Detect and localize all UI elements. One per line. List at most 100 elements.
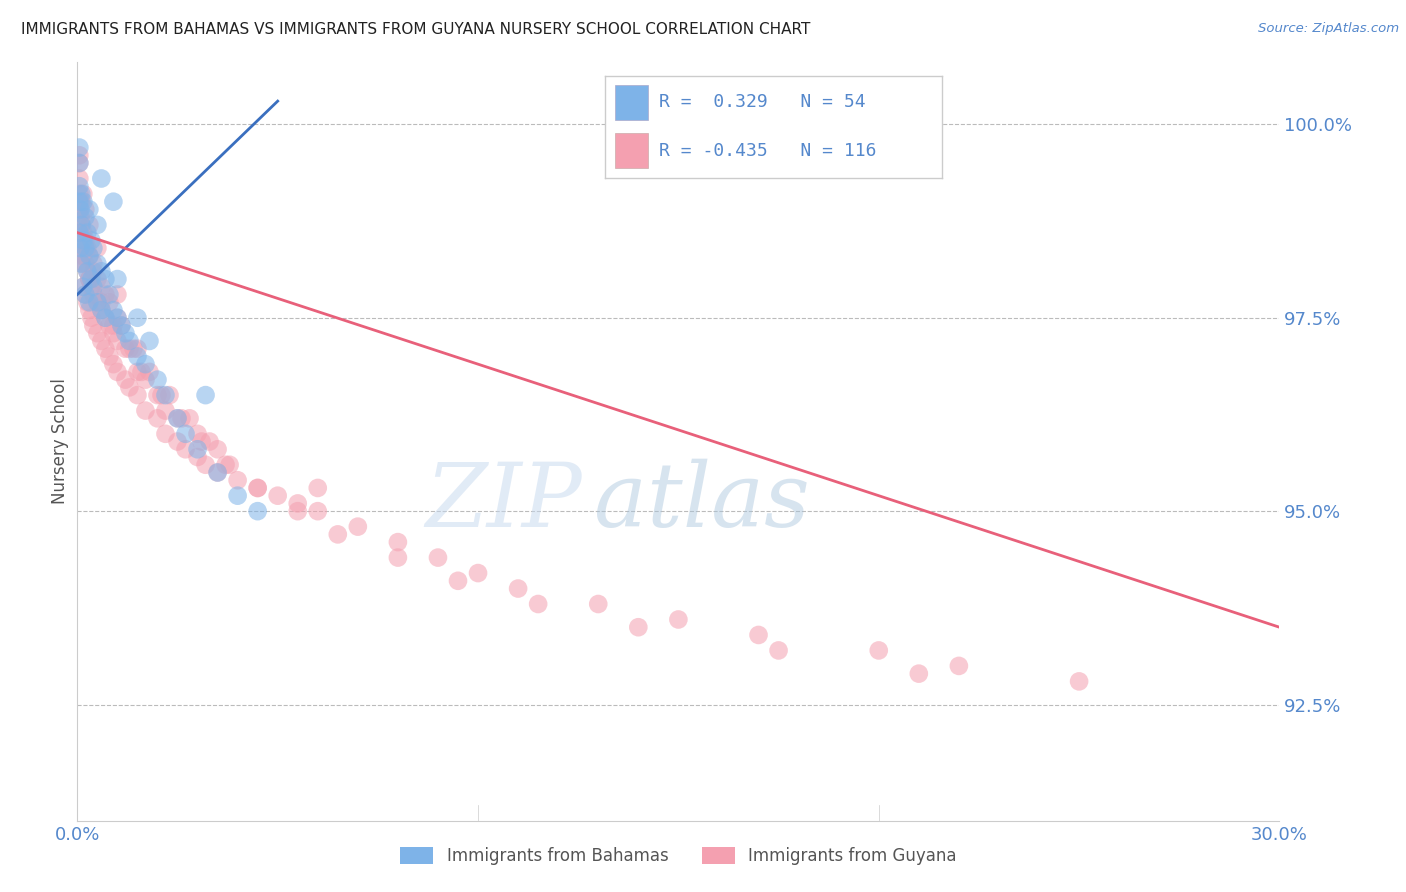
Point <box>90 171 112 186</box>
Point <box>118 334 141 348</box>
Point <box>508 582 530 596</box>
Point <box>107 287 129 301</box>
Point <box>387 535 409 549</box>
Point <box>79 303 101 318</box>
Point <box>131 365 153 379</box>
Point <box>427 550 450 565</box>
Point <box>146 411 169 425</box>
Point <box>79 272 101 286</box>
Point <box>103 194 125 209</box>
Point <box>948 659 970 673</box>
Point <box>90 303 112 318</box>
Point <box>98 295 121 310</box>
Point <box>79 249 101 263</box>
Point <box>70 194 93 209</box>
Point <box>107 310 129 325</box>
Point <box>70 257 93 271</box>
Point <box>67 148 90 162</box>
Point <box>72 280 94 294</box>
Point <box>170 411 193 425</box>
Point <box>246 504 269 518</box>
Point <box>98 318 121 333</box>
Point <box>346 519 368 533</box>
Point <box>86 218 108 232</box>
Point <box>194 388 217 402</box>
Point <box>75 210 97 224</box>
Point <box>75 233 97 247</box>
Point <box>166 411 188 425</box>
Point <box>76 241 98 255</box>
Point <box>72 226 94 240</box>
Point <box>98 287 121 301</box>
Point <box>79 249 101 263</box>
Text: R = -0.435   N = 116: R = -0.435 N = 116 <box>658 142 876 160</box>
Point <box>70 257 93 271</box>
Point <box>326 527 349 541</box>
Point <box>267 489 290 503</box>
Point <box>107 334 129 348</box>
Point <box>207 466 229 480</box>
Point <box>90 303 112 318</box>
Point <box>527 597 550 611</box>
Point <box>82 257 104 271</box>
Point <box>908 666 931 681</box>
Point <box>86 257 108 271</box>
Point <box>76 295 98 310</box>
Point <box>155 426 177 441</box>
Point <box>134 373 156 387</box>
Point <box>72 186 94 201</box>
Point <box>90 264 112 278</box>
Point <box>67 202 90 217</box>
Point <box>86 295 108 310</box>
Point <box>287 496 309 510</box>
Bar <box>614 85 648 120</box>
Point <box>86 272 108 286</box>
Point <box>70 249 93 263</box>
Point <box>82 280 104 294</box>
Point <box>75 241 97 255</box>
Point <box>114 342 136 356</box>
Point <box>118 342 141 356</box>
Point <box>82 287 104 301</box>
Point <box>103 357 125 371</box>
Point <box>67 171 90 186</box>
Point <box>307 504 329 518</box>
Point <box>155 388 177 402</box>
Bar <box>614 133 648 168</box>
Text: atlas: atlas <box>595 458 810 546</box>
Point <box>107 310 129 325</box>
Point <box>198 434 221 449</box>
Point <box>75 202 97 217</box>
Point <box>75 287 97 301</box>
Point <box>114 326 136 341</box>
Text: R =  0.329   N = 54: R = 0.329 N = 54 <box>658 94 865 112</box>
Point <box>82 318 104 333</box>
Point <box>118 380 141 394</box>
Point <box>70 186 93 201</box>
Point <box>387 550 409 565</box>
Point <box>246 481 269 495</box>
Point <box>67 156 90 170</box>
Point <box>70 218 93 232</box>
Point <box>190 434 212 449</box>
Point <box>110 318 132 333</box>
Point <box>75 287 97 301</box>
Point <box>80 272 103 286</box>
Point <box>159 388 181 402</box>
Point <box>103 318 125 333</box>
Point <box>103 303 125 318</box>
Point <box>67 186 90 201</box>
Point <box>146 373 169 387</box>
Point <box>75 257 97 271</box>
Point <box>287 504 309 518</box>
Point <box>174 442 197 457</box>
Point <box>1069 674 1091 689</box>
Text: Source: ZipAtlas.com: Source: ZipAtlas.com <box>1258 22 1399 36</box>
Point <box>90 334 112 348</box>
Point <box>72 249 94 263</box>
Point <box>768 643 790 657</box>
Text: IMMIGRANTS FROM BAHAMAS VS IMMIGRANTS FROM GUYANA NURSERY SCHOOL CORRELATION CHA: IMMIGRANTS FROM BAHAMAS VS IMMIGRANTS FR… <box>21 22 810 37</box>
Point <box>127 365 149 379</box>
Point <box>155 403 177 417</box>
Point <box>82 241 104 255</box>
